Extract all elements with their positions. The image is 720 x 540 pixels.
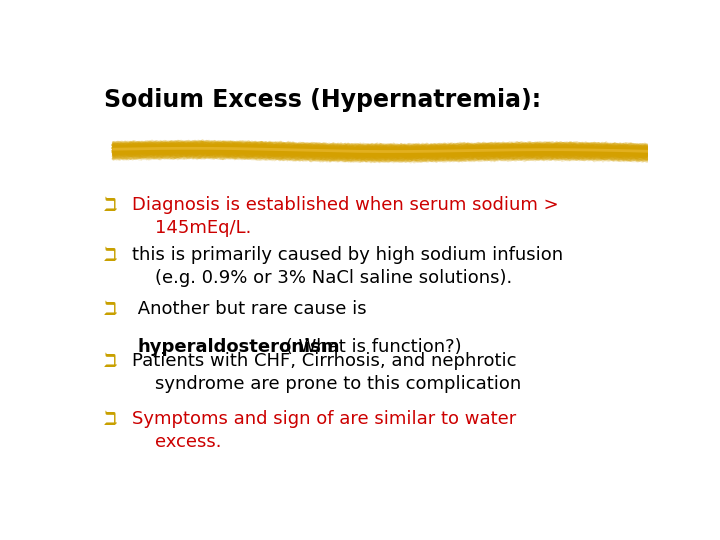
- Text: Diagnosis is established when serum sodium >
    145mEq/L.: Diagnosis is established when serum sodi…: [132, 196, 559, 237]
- Text: ℶ: ℶ: [104, 352, 117, 370]
- Text: ℶ: ℶ: [104, 246, 117, 265]
- Text: ℶ: ℶ: [104, 300, 117, 319]
- Text: this is primarily caused by high sodium infusion
    (e.g. 0.9% or 3% NaCl salin: this is primarily caused by high sodium …: [132, 246, 563, 287]
- Text: .( What is function?): .( What is function?): [280, 338, 462, 356]
- Text: Another but rare cause is: Another but rare cause is: [132, 300, 366, 318]
- Text: Patients with CHF, Cirrhosis, and nephrotic
    syndrome are prone to this compl: Patients with CHF, Cirrhosis, and nephro…: [132, 352, 521, 393]
- Text: ℶ: ℶ: [104, 196, 117, 215]
- Text: hyperaldosteronism: hyperaldosteronism: [138, 338, 340, 356]
- Text: Sodium Excess (Hypernatremia):: Sodium Excess (Hypernatremia):: [104, 87, 541, 112]
- Text: ℶ: ℶ: [104, 410, 117, 429]
- Text: Symptoms and sign of are similar to water
    excess.: Symptoms and sign of are similar to wate…: [132, 410, 516, 451]
